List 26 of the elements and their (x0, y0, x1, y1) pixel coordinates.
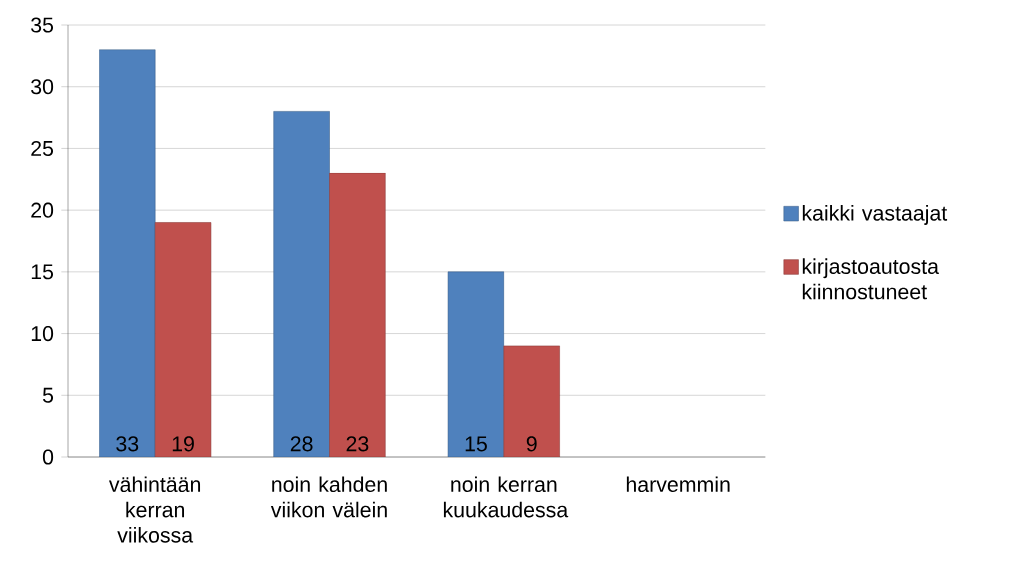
bar (273, 111, 330, 457)
y-tick-label: 35 (31, 17, 54, 33)
data-label: 23 (346, 436, 369, 452)
y-tick-label: 5 (42, 387, 54, 403)
data-label: 9 (526, 436, 537, 452)
bar (99, 49, 156, 457)
bar (447, 271, 505, 457)
x-tick-label: vähintään kerran viikossa (108, 476, 201, 543)
x-tick-label: noin kahden viikon välein (270, 476, 387, 518)
data-label: 19 (172, 436, 194, 452)
data-label: 28 (290, 436, 313, 452)
y-tick-label: 10 (31, 326, 54, 342)
x-tick-label: harvemmin (626, 476, 730, 493)
y-tick-label: 0 (42, 449, 54, 465)
bar (154, 222, 212, 457)
y-tick-label: 15 (31, 264, 54, 280)
y-tick-label: 20 (31, 202, 54, 218)
bar (329, 172, 386, 457)
bar (503, 345, 560, 457)
data-label: 33 (116, 436, 139, 452)
legend-label: kirjastoautosta kiinnostuneet (802, 258, 939, 300)
x-tick-label: noin kerran kuukaudessa (443, 476, 569, 518)
data-label: 15 (465, 436, 487, 452)
legend-label: kaikki vastaajat (802, 205, 948, 225)
y-tick-label: 30 (31, 79, 54, 95)
y-tick-label: 25 (31, 140, 54, 156)
